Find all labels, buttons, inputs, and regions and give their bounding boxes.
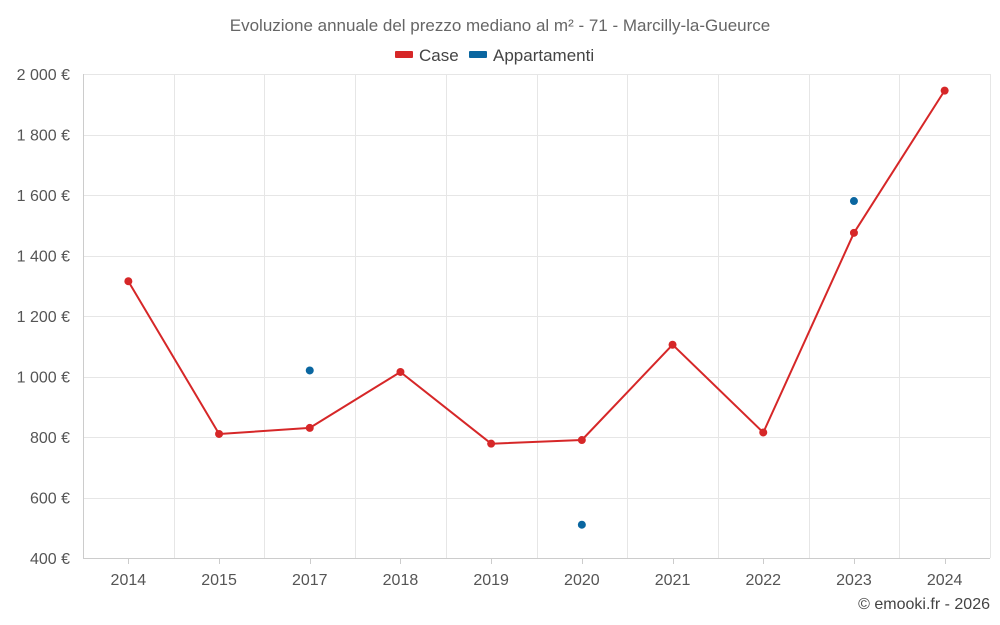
data-point-appartamenti[interactable] [849,197,858,206]
data-point-case[interactable] [759,428,768,437]
x-tick-label: 2015 [201,572,237,589]
y-tick-label: 1 000 € [17,370,70,387]
x-tick-label: 2014 [111,572,147,589]
legend-label-case: Case [419,46,459,65]
credit-text: © emooki.fr - 2026 [858,596,990,613]
chart-title: Evoluzione annuale del prezzo mediano al… [230,16,770,35]
x-axis-ticks: 2014 2015 2017 2018 2019 2020 2021 2022 2023 2024 [111,558,963,589]
y-tick-label: 600 € [30,491,70,508]
data-point-case[interactable] [305,423,314,432]
x-tick-label: 2018 [383,572,419,589]
y-tick-label: 1 600 € [17,188,70,205]
data-point-case[interactable] [577,436,586,445]
y-tick-label: 400 € [30,551,70,568]
legend-swatch-appartamenti [469,51,487,58]
series-case [124,86,949,448]
x-tick-label: 2023 [836,572,872,589]
x-tick-label: 2024 [927,572,963,589]
y-tick-label: 2 000 € [17,67,70,84]
series [124,86,949,529]
series-line-case [127,90,946,445]
data-point-case[interactable] [124,277,133,286]
x-tick-label: 2019 [473,572,509,589]
y-tick-label: 1 800 € [17,128,70,145]
legend-swatch-case [395,51,413,58]
data-point-case[interactable] [940,86,949,95]
data-point-case[interactable] [487,439,496,448]
x-tick-label: 2017 [292,572,328,589]
data-point-appartamenti[interactable] [577,520,586,529]
y-axis-ticks: 400 € 600 € 800 € 1 000 € 1 200 € 1 400 € 1 60… [17,67,70,568]
legend-item-case[interactable]: Case [395,46,459,65]
data-point-case[interactable] [849,228,858,237]
series-appartamenti [305,197,858,529]
x-tick-label: 2022 [745,572,781,589]
grid [83,74,991,559]
legend-item-appartamenti[interactable]: Appartamenti [469,46,594,65]
legend-label-appartamenti: Appartamenti [493,46,594,65]
y-tick-label: 1 200 € [17,309,70,326]
data-point-case[interactable] [396,367,405,376]
data-point-case[interactable] [668,340,677,349]
x-tick-label: 2020 [564,572,600,589]
data-point-case[interactable] [215,429,224,438]
data-point-appartamenti[interactable] [305,366,314,375]
y-tick-label: 800 € [30,430,70,447]
legend: Case Appartamenti [395,46,594,65]
y-tick-label: 1 400 € [17,249,70,266]
x-tick-label: 2021 [655,572,691,589]
